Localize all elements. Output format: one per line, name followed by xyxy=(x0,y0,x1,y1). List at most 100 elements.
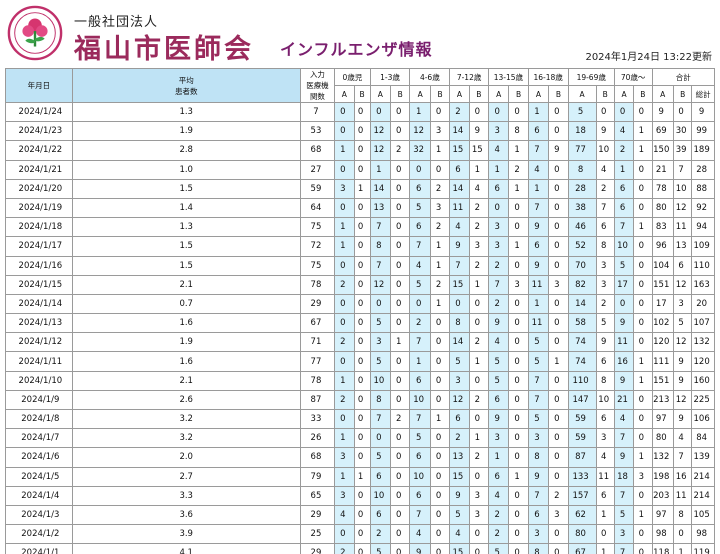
row-average-patients: 3.3 xyxy=(71,485,301,506)
cell-type-a: 3 xyxy=(334,485,355,506)
row-total-a: 96 xyxy=(651,236,674,257)
cell-type-a: 4 xyxy=(449,524,470,545)
cell-type-b: 0 xyxy=(508,447,529,468)
cell-type-a: 5 xyxy=(487,351,510,372)
cell-type-b: 9 xyxy=(548,140,569,161)
cell-type-b: 2 xyxy=(468,197,489,219)
row-date: 2024/1/8 xyxy=(5,408,73,430)
cell-type-a: 11 xyxy=(613,332,635,353)
cell-type-b: 0 xyxy=(548,389,569,411)
cell-type-a: 0 xyxy=(334,524,355,545)
cell-type-b: 0 xyxy=(508,332,529,353)
cell-type-a: 5 xyxy=(369,351,392,372)
table-row: 2024/1/6 2.0 68 3 0 5 0 6 0 13 2 1 0 8 0 87 4 9 1 132 7 139 xyxy=(5,447,715,468)
cell-type-b: 3 xyxy=(633,466,653,487)
cell-type-a: 14 xyxy=(449,178,470,199)
row-average-patients: 2.1 xyxy=(71,274,301,295)
row-institutions: 29 xyxy=(299,543,336,554)
cell-type-a: 82 xyxy=(567,274,597,295)
cell-type-b: 0 xyxy=(548,255,569,276)
table-row: 2024/1/8 3.2 33 0 0 7 2 7 1 6 0 9 0 5 0 59 6 4 0 97 9 106 xyxy=(5,408,715,430)
row-total-b: 5 xyxy=(672,313,693,334)
cell-type-a: 6 xyxy=(487,178,510,199)
table-row: 2024/1/10 2.1 78 1 0 10 0 6 0 3 0 5 0 7 0 110 8 9 1 151 9 160 xyxy=(5,370,715,391)
cell-type-a: 32 xyxy=(409,140,431,161)
cell-type-b: 0 xyxy=(633,313,653,334)
cell-type-a: 0 xyxy=(613,101,635,123)
row-institutions: 59 xyxy=(299,178,336,199)
cell-type-b: 1 xyxy=(633,351,653,372)
row-total-b: 1 xyxy=(672,543,693,554)
cell-type-b: 0 xyxy=(633,197,653,219)
row-total-b: 9 xyxy=(672,370,693,391)
cell-type-a: 8 xyxy=(527,447,550,468)
age-group-header: 13-15歳 xyxy=(487,68,529,86)
cell-type-b: 8 xyxy=(508,121,529,142)
row-total-a: 97 xyxy=(651,408,674,430)
cell-type-a: 15 xyxy=(449,140,470,161)
row-grand-total: 92 xyxy=(691,197,715,219)
cell-type-b: 2 xyxy=(468,389,489,411)
cell-type-a: 7 xyxy=(527,370,550,391)
cell-type-b: 0 xyxy=(353,524,371,545)
cell-type-a: 8 xyxy=(369,236,392,257)
cell-type-b: 1 xyxy=(633,370,653,391)
row-total-b: 9 xyxy=(672,408,693,430)
cell-type-a: 6 xyxy=(527,236,550,257)
cell-type-b: 0 xyxy=(595,101,615,123)
cell-type-a: 14 xyxy=(449,332,470,353)
row-institutions: 72 xyxy=(299,236,336,257)
row-date: 2024/1/20 xyxy=(5,178,73,199)
cell-type-a: 5 xyxy=(449,504,470,526)
cell-type-b: 0 xyxy=(353,428,371,449)
cell-type-b: 3 xyxy=(508,274,529,295)
cell-type-a: 0 xyxy=(334,293,355,315)
cell-type-a: 15 xyxy=(449,543,470,554)
row-total-a: 80 xyxy=(651,197,674,219)
cell-type-a: 7 xyxy=(487,274,510,295)
cell-type-a: 7 xyxy=(409,236,431,257)
cell-type-b: 3 xyxy=(548,274,569,295)
row-grand-total: 214 xyxy=(691,466,715,487)
row-grand-total: 139 xyxy=(691,447,715,468)
row-date: 2024/1/15 xyxy=(5,274,73,295)
cell-type-b: 0 xyxy=(390,447,411,468)
row-date: 2024/1/16 xyxy=(5,255,73,276)
cell-type-a: 15 xyxy=(449,466,470,487)
cell-type-b: 0 xyxy=(633,236,653,257)
cell-type-a: 38 xyxy=(567,197,597,219)
cell-type-a: 10 xyxy=(613,236,635,257)
row-total-b: 39 xyxy=(672,140,693,161)
cell-type-a: 7 xyxy=(613,485,635,506)
cell-type-b: 0 xyxy=(508,485,529,506)
cell-type-a: 2 xyxy=(487,504,510,526)
cell-type-a: 5 xyxy=(487,370,510,391)
cell-type-a: 4 xyxy=(409,524,431,545)
sub-header-b: B xyxy=(548,85,569,103)
cell-type-a: 3 xyxy=(487,428,510,449)
cell-type-a: 0 xyxy=(334,159,355,180)
row-total-a: 78 xyxy=(651,178,674,199)
cell-type-a: 9 xyxy=(613,447,635,468)
cell-type-a: 0 xyxy=(334,101,355,123)
row-total-a: 151 xyxy=(651,370,674,391)
row-grand-total: 225 xyxy=(691,389,715,411)
row-total-b: 12 xyxy=(672,197,693,219)
cell-type-b: 0 xyxy=(468,543,489,554)
cell-type-a: 3 xyxy=(487,236,510,257)
cell-type-b: 0 xyxy=(353,274,371,295)
row-total-b: 9 xyxy=(672,351,693,372)
cell-type-b: 0 xyxy=(633,389,653,411)
cell-type-a: 4 xyxy=(487,332,510,353)
cell-type-a: 70 xyxy=(567,255,597,276)
cell-type-a: 6 xyxy=(487,389,510,411)
sub-header-total-b: B xyxy=(672,85,693,103)
cell-type-b: 0 xyxy=(390,524,411,545)
row-grand-total: 105 xyxy=(691,504,715,526)
table-row: 2024/1/12 1.9 71 2 0 3 1 7 0 14 2 4 0 5 0 74 9 11 0 120 12 13… xyxy=(5,332,715,353)
cell-type-a: 7 xyxy=(369,217,392,238)
row-institutions: 25 xyxy=(299,524,336,545)
cell-type-a: 157 xyxy=(567,485,597,506)
cell-type-b: 0 xyxy=(390,293,411,315)
updated-timestamp: 2024年1月24日 13:22更新 xyxy=(585,52,712,63)
